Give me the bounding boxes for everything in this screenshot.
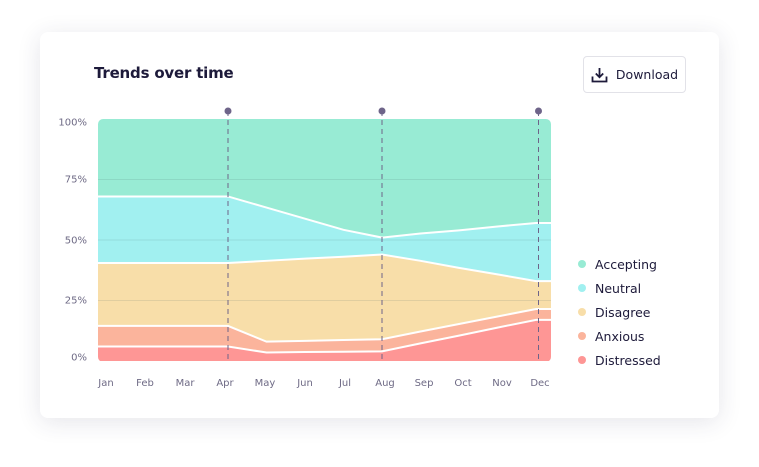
download-icon (591, 67, 608, 82)
legend-label: Disagree (595, 304, 651, 320)
x-tick-label: Mar (176, 378, 196, 389)
legend-swatch (578, 356, 586, 364)
area-distressed (98, 319, 551, 361)
x-tick-label: Jun (296, 378, 313, 389)
y-tick-label: 50% (65, 236, 87, 247)
download-label: Download (615, 67, 679, 82)
boundary-anxious (98, 307, 551, 343)
x-tick-label: Apr (216, 378, 234, 389)
x-tick-label: Jan (97, 378, 113, 389)
legend-label: Anxious (595, 328, 645, 344)
x-tick-label: Aug (375, 378, 395, 389)
marker-dot-apr (224, 107, 232, 115)
marker-dot-aug (378, 107, 386, 115)
legend-swatch (578, 284, 586, 292)
boundary-disagree (98, 253, 551, 283)
x-tick-label: Nov (492, 378, 512, 389)
legend-label: Accepting (595, 256, 657, 272)
area-anxious (98, 308, 551, 353)
y-tick-label: 100% (58, 118, 87, 129)
chart-title: Trends over time (94, 64, 234, 82)
x-tick-label: Sep (415, 378, 434, 389)
legend: Accepting Neutral Disagree Anxious Distresse… (578, 252, 661, 372)
y-tick-label: 25% (65, 296, 87, 307)
y-tick-label: 0% (71, 353, 87, 364)
x-tick-label: May (255, 378, 276, 389)
download-button[interactable]: Download (583, 56, 686, 93)
legend-label: Neutral (595, 280, 642, 296)
x-tick-label: Oct (454, 378, 471, 389)
legend-label: Distressed (595, 352, 661, 368)
x-tick-label: Dec (530, 378, 549, 389)
boundary-neutral (98, 195, 551, 239)
legend-item-distressed: Distressed (578, 348, 661, 372)
area-disagree (98, 254, 551, 342)
x-tick-label: Jul (338, 378, 351, 389)
area-accepting (98, 119, 551, 238)
marker-dot-dec (535, 107, 542, 115)
plot-area (98, 119, 551, 361)
x-tick-label: Feb (136, 378, 154, 389)
y-tick-label: 75% (65, 175, 87, 186)
legend-swatch (578, 332, 586, 340)
legend-item-anxious: Anxious (578, 324, 661, 348)
legend-item-disagree: Disagree (578, 300, 661, 324)
boundary-distressed (98, 318, 551, 354)
legend-item-neutral: Neutral (578, 276, 661, 300)
legend-swatch (578, 260, 586, 268)
area-neutral (98, 196, 551, 282)
legend-item-accepting: Accepting (578, 252, 661, 276)
legend-swatch (578, 308, 586, 316)
